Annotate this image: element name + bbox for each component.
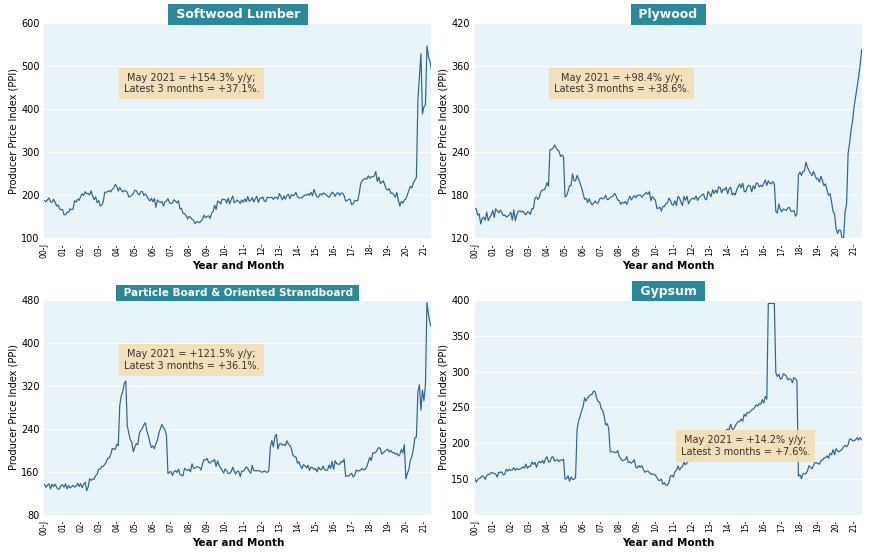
Text: May 2021 = +154.3% y/y;
Latest 3 months = +37.1%.: May 2021 = +154.3% y/y; Latest 3 months … <box>123 73 259 95</box>
Text: Plywood: Plywood <box>634 8 701 21</box>
Text: May 2021 = +98.4% y/y;
Latest 3 months = +38.6%.: May 2021 = +98.4% y/y; Latest 3 months =… <box>554 73 689 95</box>
X-axis label: Year and Month: Year and Month <box>191 538 284 548</box>
X-axis label: Year and Month: Year and Month <box>621 261 713 271</box>
Y-axis label: Producer Price Index (PPI): Producer Price Index (PPI) <box>438 68 448 194</box>
Text: May 2021 = +14.2% y/y;
Latest 3 months = +7.6%.: May 2021 = +14.2% y/y; Latest 3 months =… <box>680 435 809 457</box>
X-axis label: Year and Month: Year and Month <box>621 538 713 548</box>
Text: Particle Board & Oriented Strandboard: Particle Board & Oriented Strandboard <box>119 288 356 298</box>
Y-axis label: Producer Price Index (PPI): Producer Price Index (PPI) <box>9 344 18 470</box>
X-axis label: Year and Month: Year and Month <box>191 261 284 271</box>
Y-axis label: Producer Price Index (PPI): Producer Price Index (PPI) <box>9 68 18 194</box>
Text: May 2021 = +121.5% y/y;
Latest 3 months = +36.1%.: May 2021 = +121.5% y/y; Latest 3 months … <box>123 349 259 371</box>
Text: Gypsum: Gypsum <box>635 285 700 298</box>
Y-axis label: Producer Price Index (PPI): Producer Price Index (PPI) <box>438 344 448 470</box>
Text: Softwood Lumber: Softwood Lumber <box>171 8 304 21</box>
